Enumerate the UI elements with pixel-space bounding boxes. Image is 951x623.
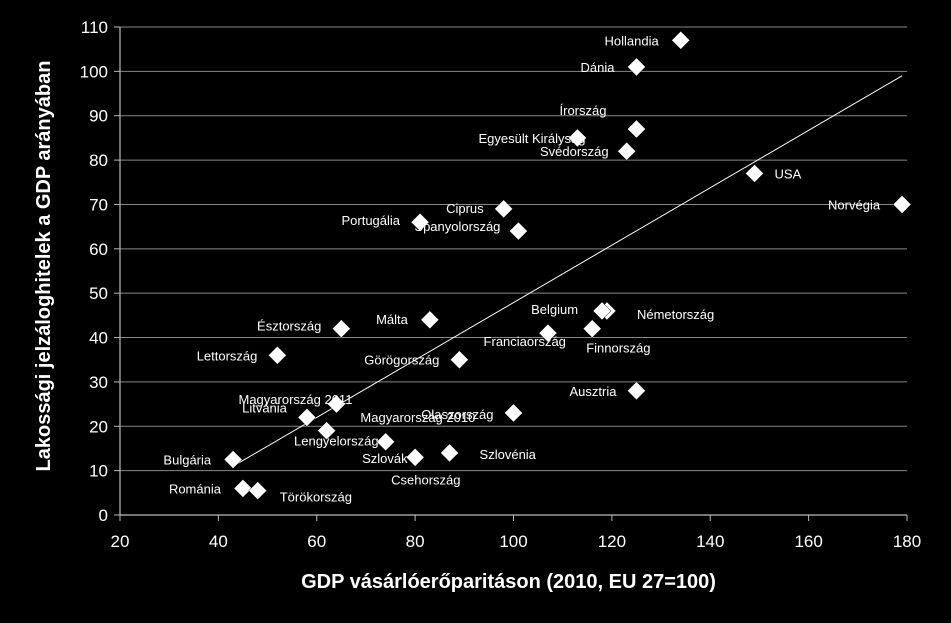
x-axis-title: GDP vásárlóerőparitáson (2010, EU 27=100…: [301, 571, 716, 593]
data-point: [538, 323, 558, 343]
y-tick-label: 70: [89, 195, 108, 214]
data-point: [494, 199, 514, 219]
y-tick-label: 80: [89, 151, 108, 170]
y-tick-label: 0: [99, 506, 108, 525]
data-label: Szlovák: [362, 451, 408, 466]
y-tick-label: 60: [89, 240, 108, 259]
x-tick-label: 80: [406, 532, 425, 551]
data-point: [331, 319, 351, 339]
data-label: Törökország: [280, 490, 352, 505]
data-point: [504, 403, 523, 423]
data-label: Lengyelország: [294, 434, 379, 449]
data-point: [671, 30, 691, 50]
data-point: [627, 57, 646, 77]
data-label: Csehország: [391, 472, 460, 487]
data-label: Németország: [637, 307, 714, 322]
data-label: Bulgária: [163, 453, 211, 468]
data-point: [592, 301, 612, 321]
y-tick-label: 10: [89, 462, 108, 481]
data-point: [297, 408, 317, 427]
x-tick-label: 40: [209, 532, 228, 551]
x-tick-label: 120: [598, 532, 626, 551]
data-label: Belgium: [531, 302, 578, 317]
data-point: [410, 212, 430, 232]
trendline: [232, 75, 903, 467]
data-label: Magyarország 2010: [360, 410, 475, 425]
data-label: Magyarország 2011: [238, 392, 352, 407]
x-tick-label: 180: [893, 532, 921, 551]
data-label: Málta: [376, 312, 409, 327]
data-point: [745, 164, 764, 183]
data-label: Ausztria: [570, 384, 618, 399]
data-point: [317, 421, 336, 441]
data-label: Ciprus: [446, 201, 484, 216]
data-label: Portugália: [341, 213, 400, 228]
data-label: Írország: [560, 103, 607, 118]
data-label: Franciaország: [484, 334, 566, 349]
data-label: Norvégia: [828, 197, 881, 212]
data-point: [223, 450, 243, 469]
data-label: Dánia: [581, 60, 616, 75]
data-point: [509, 221, 528, 241]
y-tick-label: 90: [89, 107, 108, 126]
y-tick-label: 50: [89, 284, 108, 303]
data-label: Litvánia: [242, 400, 288, 415]
data-label: Szlovénia: [480, 447, 537, 462]
x-tick-label: 100: [499, 532, 527, 551]
data-point: [627, 381, 646, 401]
data-label: Hollandia: [605, 33, 660, 48]
x-tick-label: 60: [307, 532, 326, 551]
y-tick-label: 40: [89, 329, 108, 348]
data-label: Svédország: [540, 144, 609, 159]
x-tick-label: 160: [794, 532, 822, 551]
data-label: Finnország: [586, 341, 650, 356]
data-point: [450, 350, 469, 370]
data-point: [420, 310, 440, 330]
data-label: Spanyolország: [414, 219, 500, 234]
data-label: Lettország: [197, 348, 258, 363]
data-point: [233, 479, 253, 498]
data-point: [568, 128, 587, 148]
data-point: [268, 345, 287, 365]
y-axis-title: Lakossági jelzáloghitelek a GDP arányába…: [33, 61, 55, 472]
data-point: [617, 141, 636, 161]
data-point: [582, 319, 602, 339]
data-point: [892, 195, 912, 214]
y-tick-label: 110: [81, 18, 108, 37]
data-point: [248, 481, 268, 500]
data-label: Görögország: [364, 353, 439, 368]
data-label: Egyesült Királyság: [478, 131, 585, 146]
data-label: Románia: [169, 481, 222, 496]
x-tick-label: 140: [696, 532, 724, 551]
data-point: [627, 119, 646, 139]
y-tick-label: 20: [89, 417, 108, 436]
data-point: [405, 447, 425, 467]
data-label: Észtország: [257, 319, 321, 334]
data-point: [376, 432, 395, 452]
y-tick-label: 100: [80, 62, 108, 81]
data-point: [440, 443, 459, 463]
x-tick-label: 20: [111, 532, 130, 551]
data-label: USA: [775, 166, 802, 181]
data-label: Olaszország: [421, 407, 493, 422]
y-tick-label: 30: [89, 373, 108, 392]
data-point: [327, 394, 346, 414]
